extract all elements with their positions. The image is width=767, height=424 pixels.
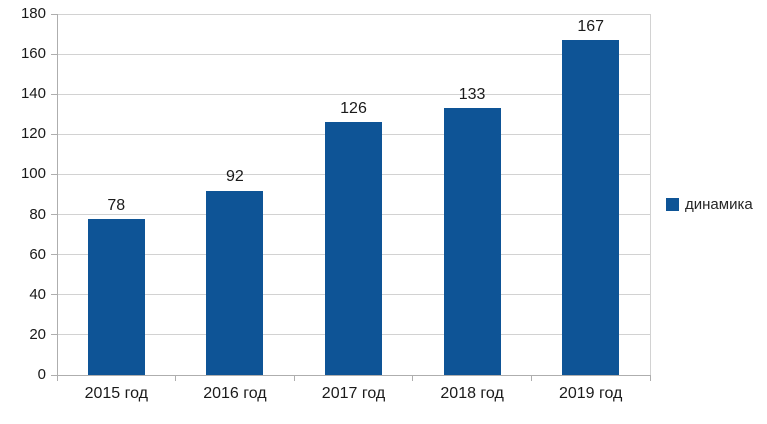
bar [325, 122, 382, 375]
y-tick-label: 120 [20, 125, 46, 143]
bar [443, 108, 501, 375]
bar-value-label: 126 [340, 100, 367, 118]
y-tick [51, 254, 57, 256]
y-axis-line [57, 14, 58, 375]
x-tick [530, 375, 532, 381]
bar [562, 40, 620, 375]
gridline [57, 53, 650, 55]
y-tick-label: 160 [20, 45, 46, 63]
bar-value-label: 167 [577, 18, 605, 36]
y-tick-label: 100 [20, 165, 46, 183]
x-category-label: 2019 год [558, 385, 623, 402]
gridline [57, 93, 650, 95]
y-tick-label: 140 [20, 85, 46, 103]
bar [206, 190, 264, 375]
y-tick-label: 80 [29, 205, 46, 223]
y-tick [51, 53, 57, 55]
bar-value-label: 78 [107, 196, 126, 214]
y-tick [51, 93, 57, 95]
gridline [57, 13, 650, 15]
x-axis-line [51, 375, 650, 376]
bar-value-label: 92 [225, 168, 244, 186]
x-tick [175, 375, 177, 381]
y-tick [51, 13, 57, 15]
x-category-label: 2018 год [440, 385, 504, 402]
y-tick [51, 173, 57, 175]
y-tick [51, 294, 57, 296]
y-tick-label: 0 [37, 366, 46, 383]
y-tick-label: 180 [20, 5, 46, 22]
bar [87, 218, 145, 375]
y-tick [51, 133, 57, 135]
legend: динамика [666, 196, 753, 213]
x-tick [56, 375, 58, 381]
y-tick [51, 214, 57, 216]
plot-area: 78 92 126 133 167 [57, 13, 651, 375]
y-tick-label: 20 [29, 325, 46, 343]
bar-value-label: 133 [458, 86, 486, 104]
x-tick [293, 375, 295, 381]
x-category-label: 2015 год [84, 385, 148, 402]
x-category-label: 2016 год [203, 385, 267, 402]
y-tick [51, 334, 57, 336]
x-category-label: 2017 год [321, 385, 386, 402]
y-tick-label: 40 [29, 285, 46, 303]
y-tick [51, 374, 57, 376]
legend-label: динамика [685, 196, 753, 213]
legend-swatch-icon [666, 198, 679, 211]
x-tick [649, 375, 651, 381]
x-tick [412, 375, 414, 381]
y-tick-label: 60 [29, 245, 46, 263]
